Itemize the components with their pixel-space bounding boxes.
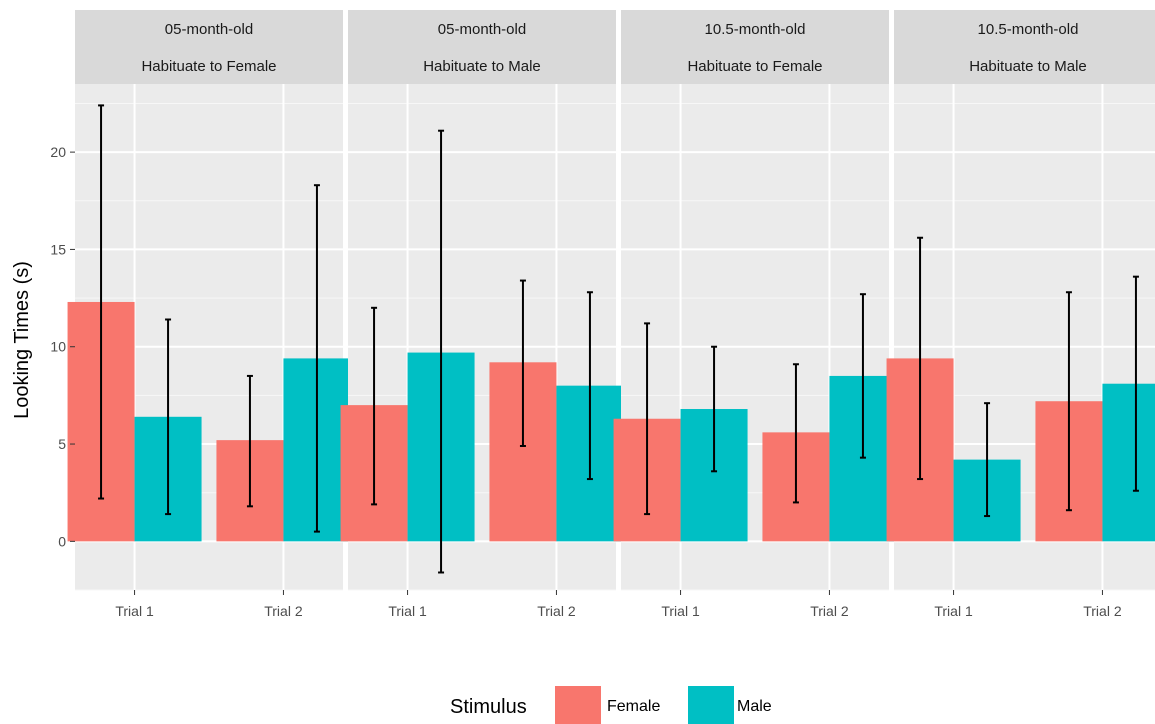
- facet-strip-bottom: [75, 47, 343, 84]
- error-bar: [519, 279, 526, 447]
- y-axis: 0 5 10 15 20: [50, 144, 75, 549]
- error-bar: [371, 306, 378, 506]
- x-tick-label: Trial 2: [264, 603, 303, 619]
- error-bar: [644, 322, 651, 516]
- x-tick-label: Trial 2: [810, 603, 849, 619]
- legend: Stimulus Female Male: [450, 686, 772, 724]
- facet-strip-bottom-label: Habituate to Female: [141, 58, 276, 75]
- facet-strip-bottom: [894, 47, 1155, 84]
- facet-strip-top-label: 10.5-month-old: [705, 21, 806, 38]
- facet-strip-bottom-label: Habituate to Male: [423, 58, 541, 75]
- legend-label-male: Male: [737, 698, 772, 715]
- legend-items: Female Male: [555, 686, 772, 724]
- y-axis-title: Looking Times (s): [11, 261, 33, 419]
- facet-strip-top-label: 05-month-old: [165, 21, 253, 38]
- facet-strip-top-label: 10.5-month-old: [978, 21, 1079, 38]
- bar-male: [1102, 383, 1155, 542]
- facet-strip-bottom-label: Habituate to Female: [687, 58, 822, 75]
- y-tick-label: 10: [50, 339, 66, 355]
- error-bar: [1065, 291, 1072, 512]
- facet-strip-bottom: [348, 47, 616, 84]
- y-tick-label: 20: [50, 144, 66, 160]
- facet-strip-top: [348, 10, 616, 47]
- error-bar: [313, 184, 320, 533]
- x-tick-label: Trial 2: [537, 603, 576, 619]
- y-tick-label: 5: [58, 436, 66, 452]
- chart-panels: 05-month-old Habituate to Female Trial 1 Tr…: [67, 10, 1155, 619]
- facet-panel: 05-month-old Habituate to Female Trial 1 Tr…: [67, 10, 351, 619]
- x-tick-label: Trial 1: [934, 603, 973, 619]
- legend-label-female: Female: [607, 698, 660, 715]
- legend-key-male: [688, 686, 734, 724]
- legend-title: Stimulus: [450, 696, 527, 718]
- error-bar: [711, 345, 718, 473]
- facet-panel: 05-month-old Habituate to Male Trial 1 Tria…: [340, 10, 624, 619]
- y-tick-label: 0: [58, 533, 66, 549]
- error-bar: [586, 291, 593, 481]
- error-bar: [1132, 275, 1139, 492]
- error-bar: [438, 129, 445, 574]
- facet-strip-top: [75, 10, 343, 47]
- y-tick-label: 15: [50, 241, 66, 257]
- x-tick-label: Trial 1: [388, 603, 427, 619]
- facet-panel: 10.5-month-old Habituate to Male Trial 1 Tr…: [886, 10, 1155, 619]
- error-bar: [98, 104, 105, 500]
- facet-strip-top: [894, 10, 1155, 47]
- x-tick-label: Trial 1: [115, 603, 154, 619]
- x-tick-label: Trial 1: [661, 603, 700, 619]
- x-tick-label: Trial 2: [1083, 603, 1122, 619]
- facet-strip-top: [621, 10, 889, 47]
- error-bar: [984, 402, 991, 518]
- error-bar: [917, 236, 924, 481]
- facet-strip-bottom-label: Habituate to Male: [969, 58, 1087, 75]
- facet-strip-bottom: [621, 47, 889, 84]
- facet-panel: 10.5-month-old Habituate to Female Trial 1…: [613, 10, 897, 619]
- facet-strip-top-label: 05-month-old: [438, 21, 526, 38]
- error-bar: [165, 318, 172, 516]
- error-bar: [246, 374, 253, 508]
- error-bar: [792, 363, 799, 504]
- error-bar: [859, 293, 866, 459]
- legend-key-female: [555, 686, 601, 724]
